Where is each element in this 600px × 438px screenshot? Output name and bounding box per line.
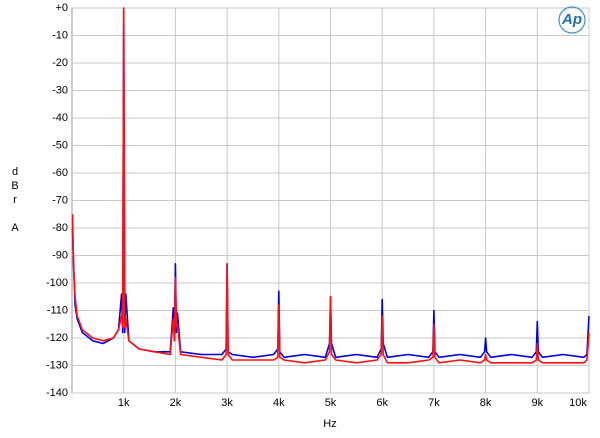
y-tick-label: -90	[52, 249, 68, 261]
y-tick-label: -110	[47, 304, 68, 316]
x-tick-label: 7k	[428, 397, 440, 409]
grid	[72, 7, 590, 394]
x-tick-label: 8k	[480, 397, 492, 409]
y-tick-label: -100	[46, 277, 68, 289]
y-tick-label: -70	[52, 194, 68, 206]
logo: Ap	[561, 11, 582, 28]
spectrum-line	[71, 7, 590, 364]
y-tick-label: -40	[52, 112, 68, 124]
y-tick-label: -120	[46, 332, 68, 344]
y-tick-label: +0	[55, 2, 68, 14]
x-tick-label: 2k	[170, 397, 182, 409]
y-tick-label: -20	[52, 57, 68, 69]
y-axis-label: r	[13, 194, 17, 206]
y-tick-label: -130	[46, 359, 68, 371]
y-tick-label: -80	[52, 222, 68, 234]
x-tick-label: 4k	[273, 397, 285, 409]
y-tick-label: -140	[46, 387, 68, 399]
y-axis-label: d	[12, 166, 18, 178]
x-tick-label: 5k	[325, 397, 337, 409]
x-tick-label: 1k	[118, 397, 130, 409]
logo-ring	[558, 6, 586, 34]
y-tick-label: -30	[52, 84, 68, 96]
x-tick-label: 9k	[531, 397, 543, 409]
x-tick-label: 3k	[221, 397, 233, 409]
y-axis-label: B	[11, 180, 18, 192]
y-tick-label: -50	[52, 139, 68, 151]
plot-lines	[71, 7, 590, 364]
y-axis-label: A	[11, 222, 19, 234]
x-tick-label: 6k	[376, 397, 388, 409]
x-axis-label: Hz	[323, 418, 336, 430]
y-tick-label: -60	[52, 167, 68, 179]
y-tick-label: -10	[52, 29, 68, 41]
x-tick-label: 10k	[569, 397, 587, 409]
